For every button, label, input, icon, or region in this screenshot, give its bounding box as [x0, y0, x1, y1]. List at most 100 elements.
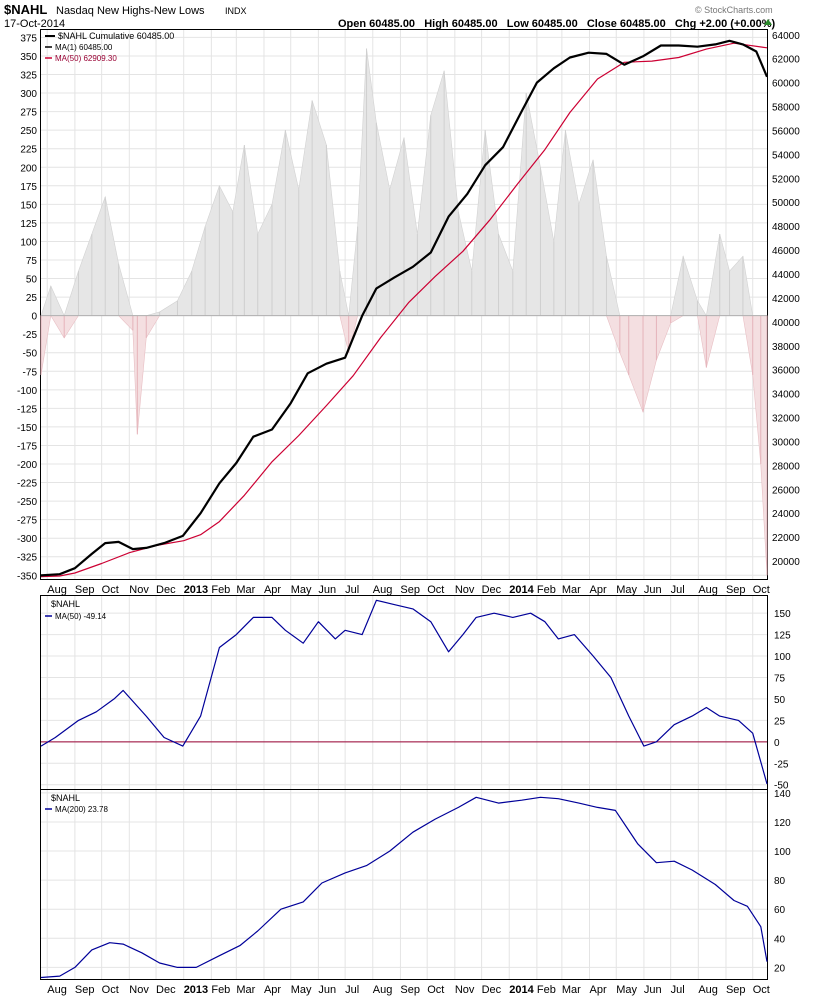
right-tick-label: 62000	[772, 55, 800, 66]
x-tick-label: Feb	[537, 584, 556, 596]
left-tick-label: -25	[23, 330, 38, 341]
left-tick-label: -275	[17, 516, 37, 527]
main-legend: $NAHL Cumulative 60485.00 MA(1) 60485.00…	[45, 31, 174, 63]
ma200-tick-label: 120	[774, 818, 791, 829]
ma50-tick-label: 50	[774, 695, 786, 706]
x-tick-label: Apr	[590, 984, 607, 996]
ma50-tick-label: 150	[774, 609, 791, 620]
x-tick-label: Oct	[427, 584, 444, 596]
right-tick-label: 52000	[772, 174, 800, 185]
x-tick-label: Mar	[562, 584, 581, 596]
right-tick-label: 64000	[772, 31, 800, 42]
legend-ma1: MA(1) 60485.00	[55, 43, 113, 52]
symbol-title: $NAHL	[4, 2, 47, 17]
x-tick-label: Nov	[129, 584, 149, 596]
right-tick-label: 40000	[772, 318, 800, 329]
right-tick-label: 30000	[772, 437, 800, 448]
description-title: Nasdaq New Highs-New Lows	[56, 5, 205, 17]
left-tick-label: 350	[20, 52, 37, 63]
date-label: 17-Oct-2014	[4, 18, 65, 30]
ma200-tick-label: 80	[774, 876, 786, 887]
x-tick-label: Oct	[427, 984, 444, 996]
x-tick-label: 2014	[509, 984, 534, 996]
left-tick-label: 175	[20, 182, 37, 193]
right-tick-label: 20000	[772, 557, 800, 568]
right-tick-label: 32000	[772, 414, 800, 425]
left-tick-label: 150	[20, 200, 37, 211]
x-tick-label: Oct	[753, 984, 770, 996]
left-tick-label: 275	[20, 108, 37, 119]
left-tick-label: 200	[20, 163, 37, 174]
x-tick-label: Aug	[373, 584, 393, 596]
cumulative-line	[40, 39, 769, 577]
legend-ma50-price: MA(50) 62909.30	[55, 54, 117, 63]
ma200-panel	[40, 796, 768, 979]
ma200-legend: $NAHL MA(200) 23.78	[45, 793, 108, 814]
left-tick-label: -50	[23, 349, 38, 360]
ma50-tick-label: 25	[774, 716, 786, 727]
x-tick-label: Sep	[726, 584, 746, 596]
x-tick-label: Jul	[345, 584, 359, 596]
ma200-tick-label: 60	[774, 905, 786, 916]
x-tick-label: Aug	[47, 984, 67, 996]
right-tick-label: 56000	[772, 126, 800, 137]
x-tick-label: Jun	[644, 584, 662, 596]
change-up-icon	[764, 19, 772, 25]
left-tick-label: 75	[26, 256, 38, 267]
x-tick-label: Jun	[318, 984, 336, 996]
ma50-line	[40, 599, 768, 785]
x-tick-label: Sep	[75, 984, 95, 996]
right-tick-label: 54000	[772, 150, 800, 161]
x-tick-label: Nov	[455, 984, 475, 996]
x-tick-label: Feb	[211, 584, 230, 596]
x-tick-label: Apr	[264, 584, 281, 596]
left-tick-label: 100	[20, 237, 37, 248]
x-tick-label: 2014	[509, 584, 534, 596]
ma50-tick-label: 100	[774, 652, 791, 663]
x-tick-label: May	[291, 584, 312, 596]
x-tick-label: May	[616, 984, 637, 996]
ma50-legend: $NAHL MA(50) -49.14	[45, 599, 107, 621]
ma50-panel	[40, 599, 768, 785]
x-tick-label: Sep	[75, 584, 95, 596]
left-tick-label: 300	[20, 89, 37, 100]
x-tick-label: Dec	[482, 984, 502, 996]
left-tick-label: -350	[17, 571, 37, 582]
x-tick-label: Aug	[698, 984, 718, 996]
right-tick-label: 36000	[772, 366, 800, 377]
x-tick-label: Sep	[726, 984, 746, 996]
legend-ma200: MA(200) 23.78	[55, 805, 108, 814]
x-tick-label: Apr	[264, 984, 281, 996]
x-tick-label: Nov	[455, 584, 475, 596]
right-tick-label: 60000	[772, 79, 800, 90]
right-tick-label: 38000	[772, 342, 800, 353]
watermark: © StockCharts.com	[695, 5, 773, 15]
x-tick-label: Jul	[671, 984, 685, 996]
right-tick-label: 48000	[772, 222, 800, 233]
legend-ma50: MA(50) -49.14	[55, 612, 107, 621]
ohlc-readout: Open 60485.00 High 60485.00 Low 60485.00…	[338, 18, 776, 30]
left-tick-label: 375	[20, 33, 37, 44]
left-tick-label: 250	[20, 126, 37, 137]
x-tick-label: Jun	[318, 584, 336, 596]
x-tick-label: Sep	[400, 984, 420, 996]
left-tick-label: 325	[20, 71, 37, 82]
x-tick-label: Jun	[644, 984, 662, 996]
x-tick-label: Apr	[590, 584, 607, 596]
left-tick-label: 0	[31, 312, 37, 323]
left-tick-label: -300	[17, 534, 37, 545]
ma200-panel-frame	[40, 789, 768, 980]
right-tick-label: 34000	[772, 390, 800, 401]
right-tick-label: 46000	[772, 246, 800, 257]
x-tick-label: Mar	[236, 984, 255, 996]
ma50-tick-label: 125	[774, 631, 791, 642]
right-tick-label: 44000	[772, 270, 800, 281]
legend-ma200-symbol: $NAHL	[51, 793, 80, 803]
x-tick-label: Dec	[156, 984, 176, 996]
x-tick-label: Jul	[671, 584, 685, 596]
x-tick-label: Aug	[373, 984, 393, 996]
left-tick-label: 50	[26, 275, 38, 286]
left-tick-label: -325	[17, 553, 37, 564]
ma50-tick-label: -50	[774, 781, 789, 792]
